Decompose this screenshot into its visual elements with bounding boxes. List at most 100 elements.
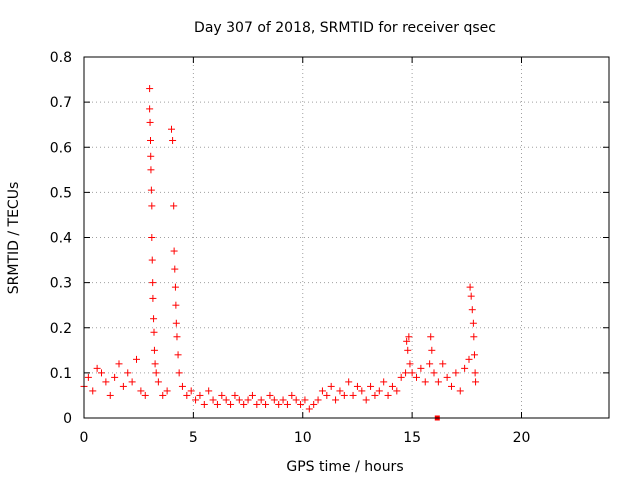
data-point — [84, 373, 92, 381]
data-point — [148, 202, 156, 210]
y-tick-label: 0.5 — [50, 185, 72, 201]
data-point — [434, 378, 442, 386]
data-point — [146, 118, 154, 126]
data-point — [102, 378, 110, 386]
data-point — [470, 333, 478, 341]
data-point — [297, 400, 305, 408]
data-point — [349, 391, 357, 399]
data-point — [405, 333, 413, 341]
data-point — [288, 391, 296, 399]
data-point — [472, 378, 480, 386]
plot-frame — [83, 56, 610, 419]
data-point — [327, 382, 335, 390]
data-point — [465, 355, 473, 363]
data-point — [367, 382, 375, 390]
data-point — [171, 283, 179, 291]
data-point — [170, 202, 178, 210]
data-point — [169, 136, 177, 144]
data-point — [421, 378, 429, 386]
data-point — [353, 382, 361, 390]
data-point — [152, 369, 160, 377]
y-tick-labels: 0 0.1 0.2 0.3 0.4 0.5 0.6 0.7 0.8 — [50, 50, 72, 427]
data-point — [470, 351, 478, 359]
data-point — [196, 391, 204, 399]
data-point — [147, 166, 155, 174]
data-point — [209, 396, 217, 404]
data-point — [467, 292, 475, 300]
data-point — [469, 319, 477, 327]
data-point — [403, 337, 411, 345]
data-point — [452, 369, 460, 377]
data-point — [439, 360, 447, 368]
data-point — [402, 369, 410, 377]
data-point — [413, 373, 420, 381]
data-point — [430, 369, 438, 377]
data-point — [213, 400, 221, 408]
data-point — [310, 400, 318, 408]
data-point — [427, 333, 435, 341]
data-point — [448, 382, 455, 390]
data-point — [187, 387, 195, 395]
data-point — [170, 247, 178, 255]
y-tick-label: 0.1 — [50, 366, 72, 382]
data-point — [397, 373, 405, 381]
data-point — [466, 283, 474, 291]
data-point — [149, 294, 157, 302]
data-point — [404, 346, 412, 354]
data-point — [340, 391, 348, 399]
data-point — [128, 378, 136, 386]
data-point — [150, 328, 158, 336]
data-point — [393, 387, 401, 395]
x-tick-label: 10 — [294, 430, 312, 446]
data-point — [148, 256, 156, 264]
data-point — [292, 396, 300, 404]
data-point — [174, 351, 182, 359]
data-point — [270, 396, 278, 404]
data-point — [456, 387, 464, 395]
data-point — [218, 391, 226, 399]
data-point — [443, 373, 451, 381]
data-point — [235, 396, 243, 404]
data-point — [137, 387, 145, 395]
data-point — [173, 333, 181, 341]
data-point — [172, 301, 180, 309]
data-point — [172, 319, 180, 327]
data-point — [426, 360, 434, 368]
y-tick-label: 0.4 — [50, 231, 72, 247]
data-point — [141, 391, 149, 399]
data-point — [279, 396, 287, 404]
data-point — [240, 400, 248, 408]
grid — [84, 57, 609, 418]
data-point — [275, 400, 283, 408]
chart-title: Day 307 of 2018, SRMTID for receiver qse… — [194, 20, 496, 36]
data-point — [375, 387, 383, 395]
data-point — [89, 387, 97, 395]
data-point — [163, 387, 171, 395]
data-point — [150, 346, 158, 354]
data-point — [149, 279, 157, 287]
x-tick-label: 5 — [189, 430, 198, 446]
y-tick-label: 0.3 — [50, 276, 72, 292]
y-axis-label: SRMTID / TECUs — [6, 182, 22, 295]
data-point — [471, 369, 479, 377]
data-point — [205, 387, 213, 395]
data-point — [388, 382, 396, 390]
data-points — [80, 85, 480, 421]
data-point — [133, 355, 140, 363]
data-point — [318, 387, 326, 395]
data-point — [115, 360, 123, 368]
data-point — [168, 125, 175, 133]
data-point — [147, 136, 154, 144]
data-point — [345, 378, 353, 386]
data-point — [323, 391, 331, 399]
data-point — [111, 373, 119, 381]
data-point — [468, 306, 476, 314]
data-point — [171, 265, 179, 273]
data-point — [183, 391, 191, 399]
data-point — [301, 396, 309, 404]
data-point — [336, 387, 344, 395]
data-point — [151, 360, 159, 368]
data-point — [222, 396, 230, 404]
x-tick-label: 0 — [80, 430, 89, 446]
data-point — [200, 400, 208, 408]
